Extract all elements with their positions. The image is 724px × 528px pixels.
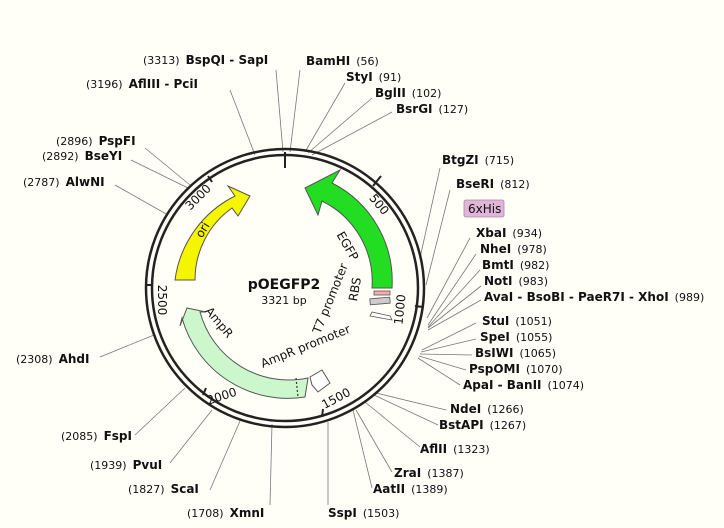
site-pspomi: PspOMI (1070) [469, 362, 563, 376]
tick-label-3000: 3000 [182, 181, 213, 212]
site-xmni: (1708) XmnI [187, 506, 264, 520]
site-styi: StyI (91) [346, 70, 401, 84]
leader-bmti [427, 269, 481, 328]
site-bglii: BglII (102) [375, 86, 441, 100]
site-afliii: (3196) AflIII - PciI [86, 77, 198, 91]
leader-stui [421, 322, 477, 351]
site-btgzi: BtgZI (715) [442, 153, 514, 167]
scale-ticks [146, 152, 424, 418]
tick-label-1000: 1000 [391, 294, 408, 326]
feature-egfp-label: EGFP [334, 229, 362, 263]
leader-ahdi [99, 334, 155, 358]
feature-t7-arrow [369, 311, 393, 321]
plasmid-length: 3321 bp [261, 294, 306, 307]
feature-ampr-promoter-arrow [309, 369, 331, 393]
tick-2000 [202, 387, 207, 396]
site-avai: AvaI - BsoBI - PaeR7I - XhoI (989) [484, 290, 704, 304]
leader-nhei [427, 253, 477, 326]
leader-spei [420, 338, 477, 353]
leader-pspomi [418, 355, 467, 371]
restriction-sites: (3313) BspQI - SapI BamHI (56) StyI (91) Bg… [16, 53, 704, 520]
backbone-outer-ring [144, 147, 426, 429]
site-bspqi: (3313) BspQI - SapI [143, 53, 268, 67]
plasmid-name: pOEGFP2 [248, 277, 321, 293]
leader-apai [417, 357, 461, 386]
tick-1500 [321, 408, 324, 418]
site-ahdi: (2308) AhdI [16, 352, 89, 366]
leader-zrai [355, 409, 393, 473]
site-bamhi: BamHI (56) [306, 54, 379, 68]
leader-bseyi [130, 159, 189, 189]
leader-bsrgi [311, 111, 393, 156]
site-spei: SpeI (1055) [480, 330, 552, 344]
site-fspi: (2085) FspI [61, 429, 132, 443]
leader-styi [304, 82, 346, 153]
feature-ori-arrow [174, 184, 251, 281]
leader-bspqi [275, 69, 284, 153]
leader-alwni [114, 184, 169, 216]
leader-bslwi [419, 353, 473, 356]
site-bsrgi: BsrGI (127) [396, 102, 468, 116]
leader-noti [427, 285, 482, 329]
tick-3000 [207, 175, 213, 183]
site-bslwi: BsIWI (1065) [475, 346, 556, 360]
leader-pspfi [144, 147, 191, 186]
feature-rbs-label: RBS [346, 276, 364, 302]
leader-lines [99, 69, 482, 506]
site-sspi: SspI (1503) [328, 506, 399, 520]
site-pspfi: (2896) PspFI [56, 134, 136, 148]
site-bseyi: (2892) BseYI [42, 149, 122, 163]
feature-egfp-arrow [304, 168, 393, 289]
leader-ndei [375, 392, 447, 411]
leader-xbai [426, 237, 471, 319]
site-aflii: AflII (1323) [420, 442, 490, 456]
site-stui: StuI (1051) [482, 314, 552, 328]
leader-avai [427, 299, 482, 331]
leader-bglii [307, 97, 373, 154]
site-zrai: ZraI (1387) [394, 466, 464, 480]
site-noti: NotI (983) [484, 274, 548, 288]
feature-his-box [369, 296, 391, 306]
leader-fspi [134, 387, 186, 436]
leader-pvui [169, 409, 213, 464]
site-scai: (1827) ScaI [128, 482, 199, 496]
tick-label-1500: 1500 [319, 385, 353, 412]
site-bstapi: BstAPI (1267) [439, 418, 526, 432]
site-xbai: XbaI (934) [476, 226, 542, 240]
leader-aatii [352, 409, 373, 489]
ampr-promoter-divider [295, 377, 299, 398]
feature-ampr-promoter-label: AmpR promoter [259, 322, 353, 371]
his-tag-label: 6xHis [468, 202, 501, 216]
leader-afliii [229, 89, 256, 156]
site-aatii: AatII (1389) [373, 482, 448, 496]
site-bmti: BmtI (982) [482, 258, 549, 272]
site-ndei: NdeI (1266) [450, 402, 524, 416]
tick-label-2500: 2500 [155, 285, 169, 316]
leader-bstapi [373, 394, 439, 426]
leader-bseri [425, 189, 451, 286]
site-pvui: (1939) PvuI [90, 458, 162, 472]
leader-bamhi [289, 69, 301, 153]
feature-rbs-marker [373, 290, 391, 296]
tick-1000 [414, 305, 424, 308]
leader-btgzi [419, 167, 441, 259]
leader-xmni [269, 423, 273, 506]
his-tag-box [463, 199, 505, 218]
leader-scai [209, 420, 241, 491]
site-bseri: BseRI (812) [456, 177, 530, 191]
site-apai: ApaI - BanII (1074) [463, 378, 584, 392]
site-nhei: NheI (978) [480, 242, 547, 256]
feature-ampr-arrow [179, 307, 309, 399]
site-alwni: (2787) AlwNI [23, 175, 105, 189]
leader-aflii [364, 401, 421, 448]
tick-500 [372, 175, 382, 187]
